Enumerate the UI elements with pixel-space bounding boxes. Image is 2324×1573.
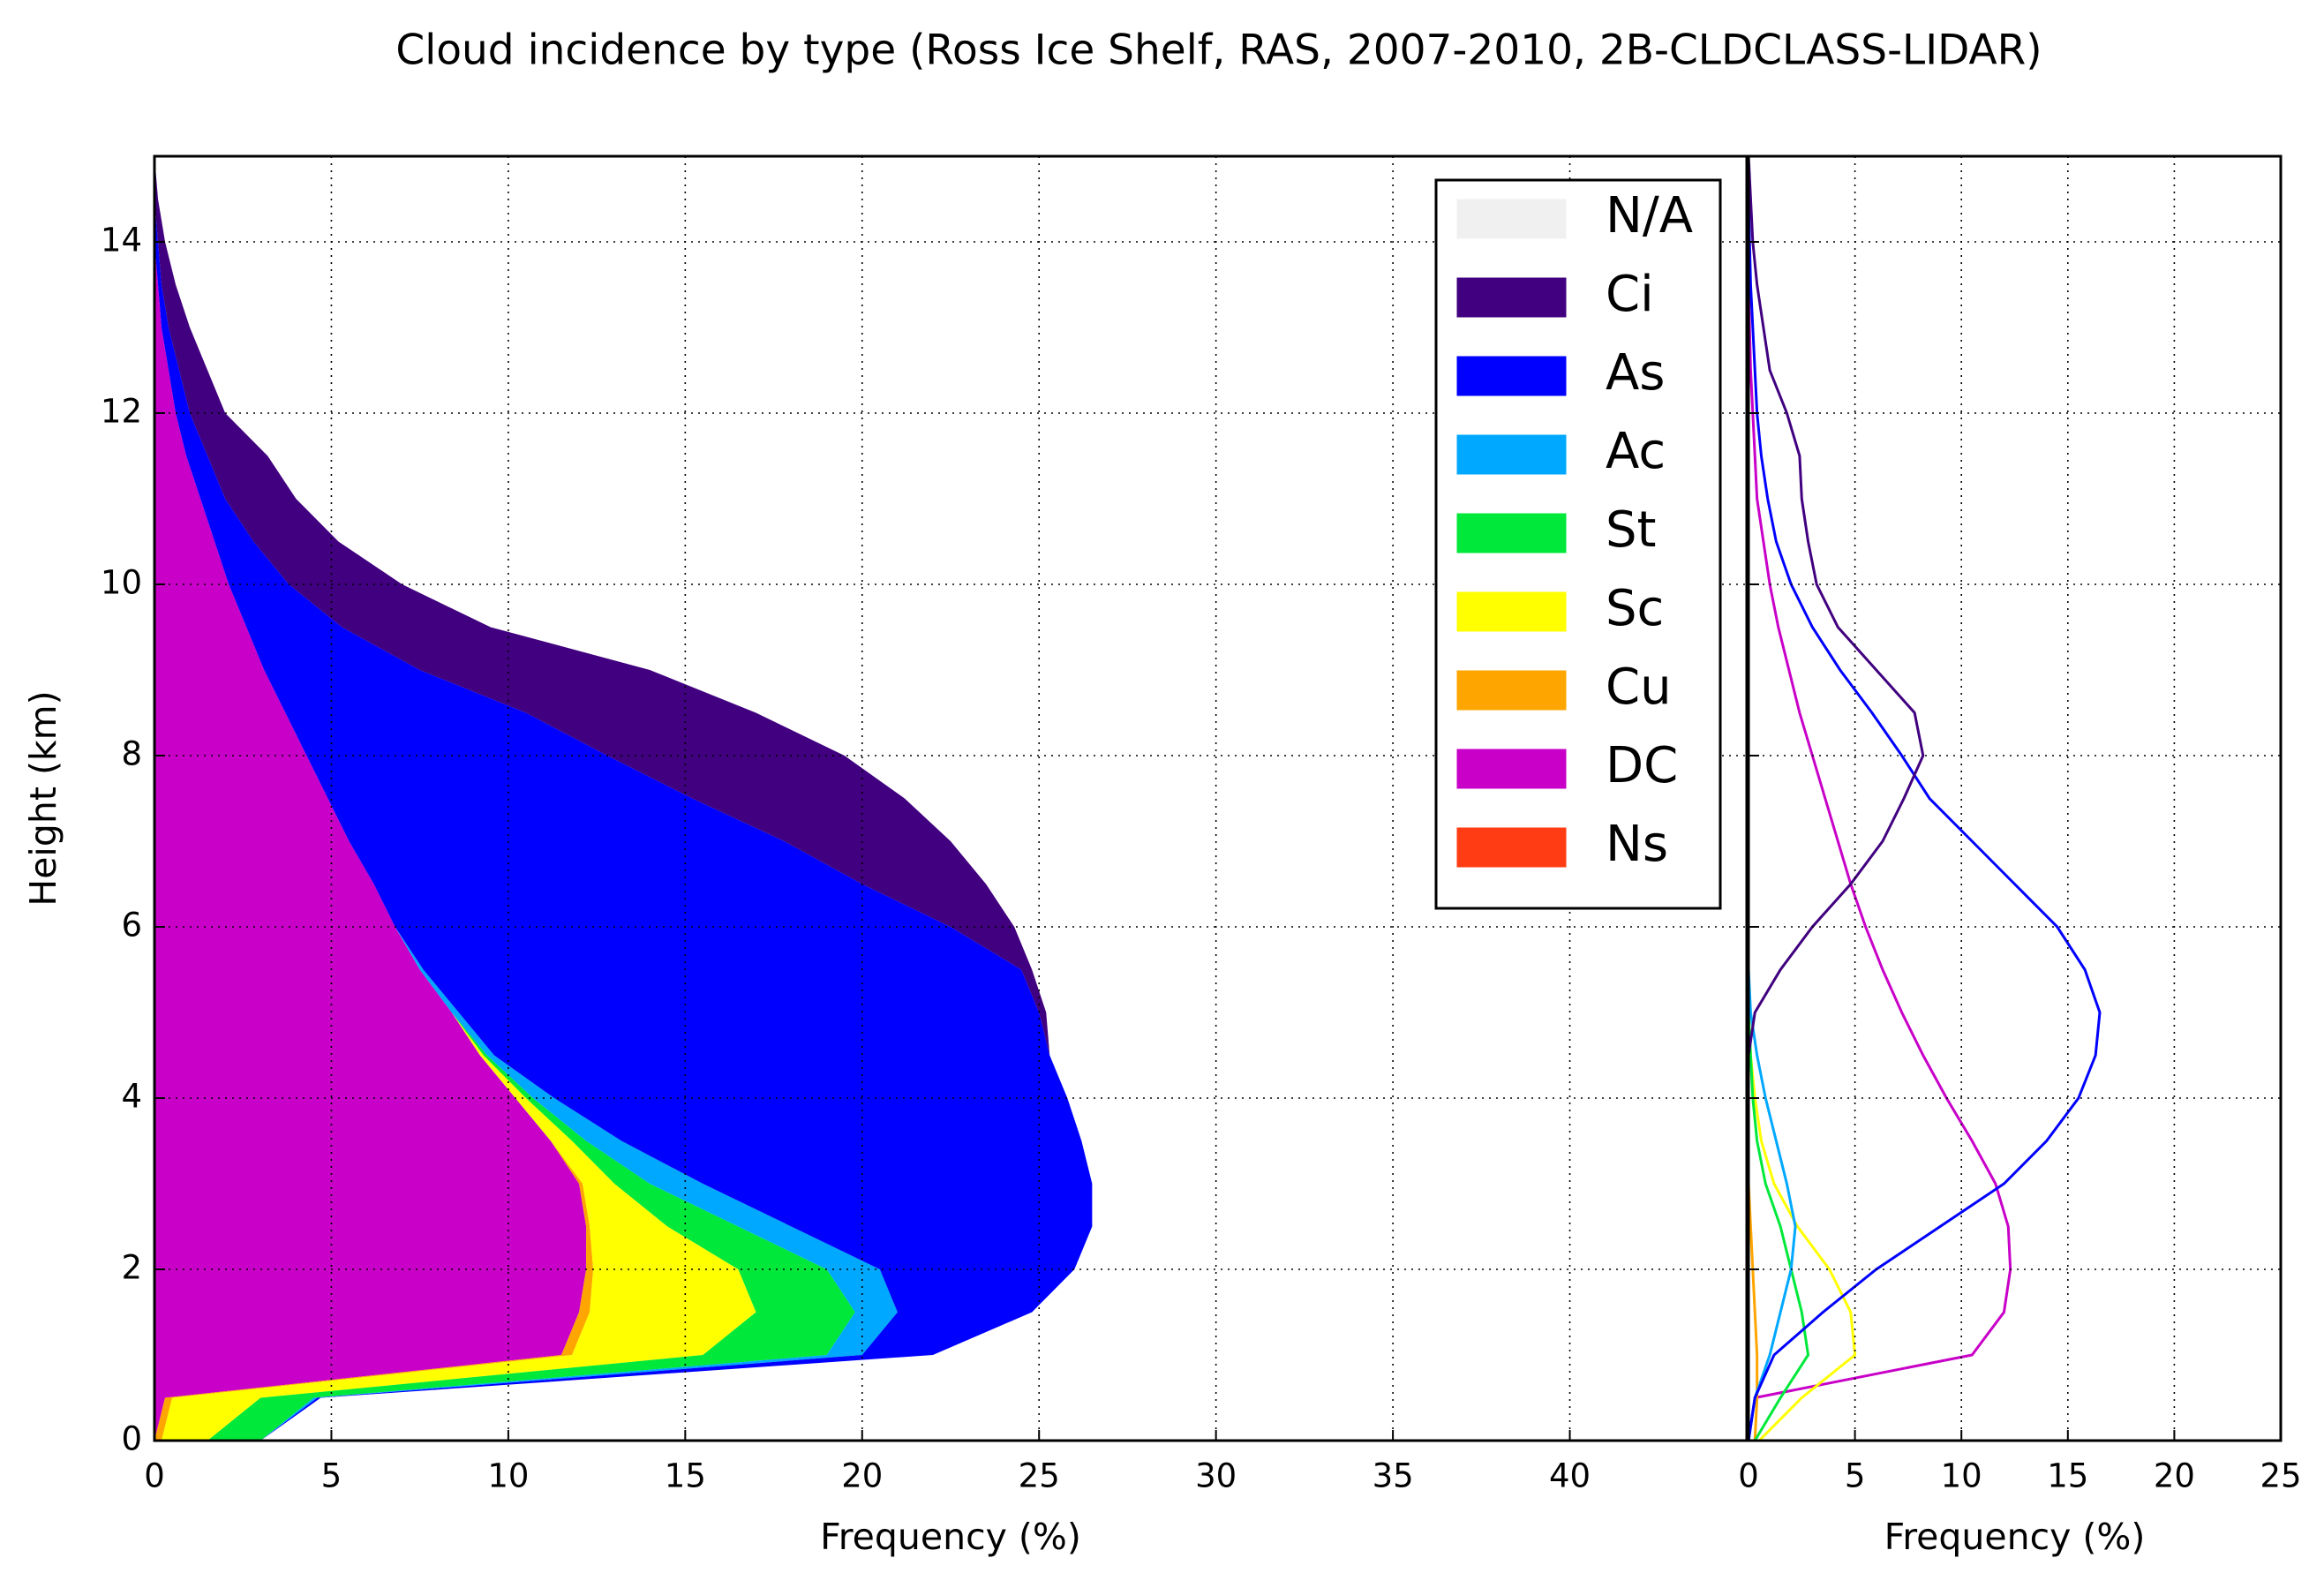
legend-swatch bbox=[1456, 356, 1567, 396]
legend-swatch bbox=[1456, 434, 1567, 475]
plot bbox=[154, 156, 1093, 1441]
x-tick-label: 15 bbox=[665, 1457, 706, 1495]
x-tick-label: 40 bbox=[1549, 1457, 1591, 1495]
legend-label: Sc bbox=[1606, 580, 1664, 637]
legend-label: Ci bbox=[1606, 266, 1654, 323]
x-tick-label: 25 bbox=[1019, 1457, 1060, 1495]
area bbox=[154, 156, 1093, 1441]
legend-label: N/A bbox=[1606, 187, 1693, 245]
line bbox=[1747, 156, 2102, 1441]
y-axis-label: Height (km) bbox=[22, 690, 64, 906]
x-tick-label: 0 bbox=[1738, 1457, 1759, 1495]
y-tick-label: 2 bbox=[121, 1249, 142, 1287]
legend-label: DC bbox=[1606, 737, 1678, 794]
chart-title: Cloud incidence by type (Ross Ice Shelf,… bbox=[395, 26, 2042, 75]
y-tick-label: 10 bbox=[101, 564, 142, 602]
legend-swatch bbox=[1456, 513, 1567, 553]
y-tick-label: 6 bbox=[121, 907, 142, 945]
x-tick-label: 5 bbox=[321, 1457, 342, 1495]
legend-swatch bbox=[1456, 591, 1567, 632]
x-axis-label: Frequency (%) bbox=[1884, 1516, 2146, 1558]
y-tick-label: 4 bbox=[121, 1078, 142, 1116]
y-tick-label: 14 bbox=[101, 222, 142, 260]
x-tick-label: 10 bbox=[1941, 1457, 1982, 1495]
x-tick-label: 10 bbox=[487, 1457, 529, 1495]
area bbox=[154, 156, 587, 1441]
x-tick-label: 25 bbox=[2260, 1457, 2301, 1495]
legend-label: Ac bbox=[1606, 423, 1666, 480]
legend-swatch bbox=[1456, 670, 1567, 711]
legend-swatch bbox=[1456, 199, 1567, 239]
x-axis-label: Frequency (%) bbox=[820, 1516, 1081, 1558]
legend-swatch bbox=[1456, 827, 1567, 868]
legend-label: Cu bbox=[1606, 659, 1672, 716]
x-tick-label: 15 bbox=[2047, 1457, 2088, 1495]
x-tick-label: 20 bbox=[841, 1457, 883, 1495]
y-tick-label: 0 bbox=[121, 1420, 142, 1458]
x-tick-label: 20 bbox=[2154, 1457, 2195, 1495]
area bbox=[154, 156, 756, 1441]
area bbox=[154, 156, 855, 1441]
plot-frame bbox=[1747, 154, 2283, 1442]
y-tick-label: 12 bbox=[101, 393, 142, 431]
legend-label: Ns bbox=[1606, 816, 1668, 873]
legend-swatch bbox=[1456, 277, 1567, 318]
x-tick-label: 30 bbox=[1195, 1457, 1237, 1495]
x-tick-label: 0 bbox=[144, 1457, 165, 1495]
legend-label: St bbox=[1606, 501, 1657, 559]
x-tick-label: 35 bbox=[1373, 1457, 1414, 1495]
line bbox=[1747, 156, 2012, 1441]
plot-frame bbox=[153, 154, 1749, 1442]
legend-swatch bbox=[1456, 749, 1567, 789]
legend: N/A Ci As Ac St Sc Cu DC Ns bbox=[1434, 178, 1722, 910]
x-tick-label: 5 bbox=[1845, 1457, 1866, 1495]
legend-label: As bbox=[1606, 344, 1665, 402]
y-tick-label: 8 bbox=[121, 735, 142, 773]
